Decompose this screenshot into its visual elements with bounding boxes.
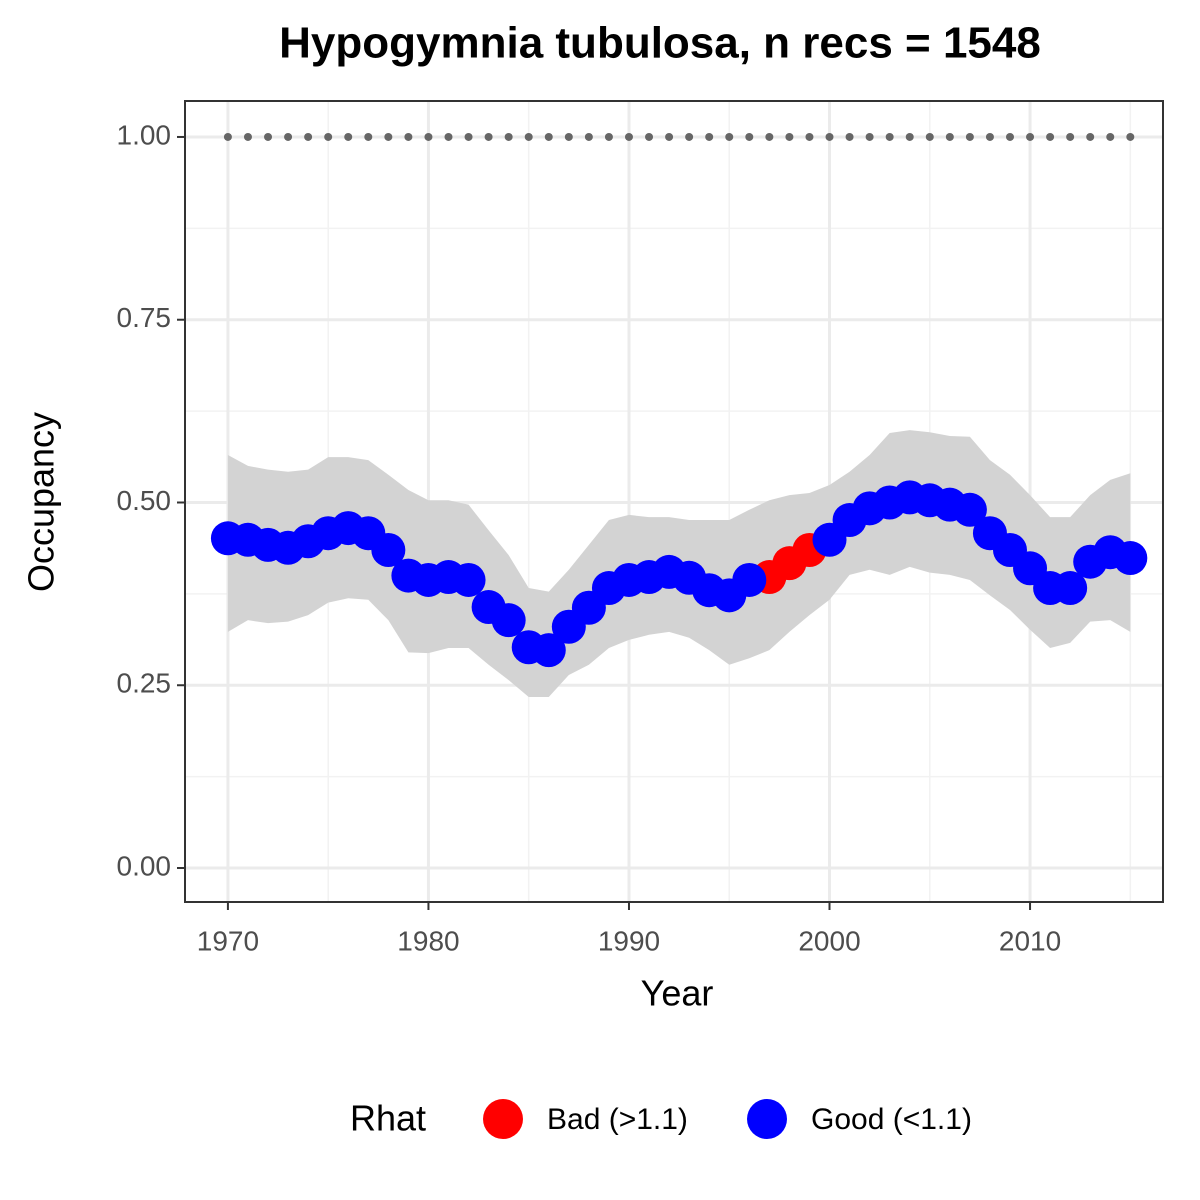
reference-dot: [424, 132, 433, 141]
y-tick-label: 0.00: [117, 850, 172, 881]
legend-marker: [483, 1099, 523, 1139]
reference-dot: [825, 132, 834, 141]
reference-dot: [885, 132, 894, 141]
data-point: [371, 533, 406, 568]
x-tick-label: 2010: [999, 925, 1061, 956]
reference-dot: [484, 132, 493, 141]
reference-dot: [665, 132, 674, 141]
reference-dot: [1086, 132, 1095, 141]
reference-dot: [544, 132, 553, 141]
reference-dot: [624, 132, 633, 141]
reference-dot: [444, 132, 453, 141]
reference-dot: [985, 132, 994, 141]
x-tick-label: 1980: [397, 925, 459, 956]
reference-dot: [685, 132, 694, 141]
legend-marker: [747, 1099, 787, 1139]
reference-dot: [1066, 132, 1075, 141]
reference-dot: [384, 132, 393, 141]
reference-dot: [1106, 132, 1115, 141]
y-axis-label: Occupancy: [21, 412, 62, 592]
reference-dot: [364, 132, 373, 141]
reference-dot: [584, 132, 593, 141]
reference-dot: [785, 132, 794, 141]
data-point: [952, 492, 987, 527]
reference-dot: [243, 132, 252, 141]
reference-dot: [324, 132, 333, 141]
reference-dot: [404, 132, 413, 141]
reference-dot: [564, 132, 573, 141]
reference-dot: [1005, 132, 1014, 141]
x-tick-label: 2000: [798, 925, 860, 956]
reference-dot: [344, 132, 353, 141]
x-tick-label: 1970: [197, 925, 259, 956]
reference-dot: [264, 132, 273, 141]
data-point: [531, 633, 566, 668]
reference-dot: [524, 132, 533, 141]
reference-dot: [1126, 132, 1135, 141]
y-tick-label: 0.50: [117, 485, 172, 516]
data-point: [491, 603, 526, 638]
reference-dot: [845, 132, 854, 141]
reference-dot: [745, 132, 754, 141]
reference-dot: [865, 132, 874, 141]
reference-dot: [504, 132, 513, 141]
reference-dot: [905, 132, 914, 141]
chart-title: Hypogymnia tubulosa, n recs = 1548: [279, 19, 1041, 68]
reference-dot: [1046, 132, 1055, 141]
legend-label: Bad (>1.1): [547, 1103, 688, 1136]
legend-title: Rhat: [350, 1098, 426, 1139]
reference-dot: [965, 132, 974, 141]
reference-dot: [725, 132, 734, 141]
y-tick-label: 1.00: [117, 119, 172, 150]
reference-dot: [284, 132, 293, 141]
y-tick-label: 0.25: [117, 668, 172, 699]
data-point: [1113, 541, 1148, 576]
reference-dot: [464, 132, 473, 141]
reference-dot: [645, 132, 654, 141]
reference-dot: [765, 132, 774, 141]
reference-dot: [805, 132, 814, 141]
reference-dot: [1026, 132, 1035, 141]
x-tick-label: 1990: [598, 925, 660, 956]
reference-dot: [705, 132, 714, 141]
x-axis-label: Year: [641, 973, 714, 1014]
reference-dot: [945, 132, 954, 141]
reference-dot: [925, 132, 934, 141]
data-point: [1053, 571, 1088, 606]
y-tick-label: 0.75: [117, 302, 172, 333]
reference-dot: [304, 132, 313, 141]
reference-dot: [223, 132, 232, 141]
data-point: [451, 562, 486, 597]
data-point: [732, 562, 767, 597]
reference-dot: [604, 132, 613, 141]
legend-label: Good (<1.1): [811, 1103, 972, 1136]
